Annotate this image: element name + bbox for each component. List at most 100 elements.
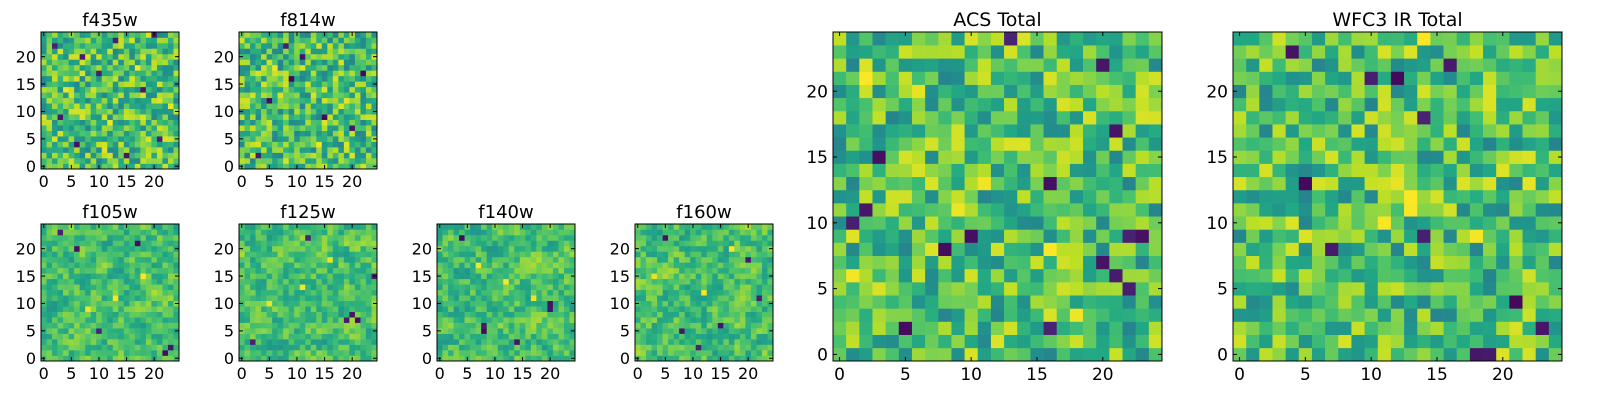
heatmap-cell (541, 350, 548, 356)
x-tick-label: 0 (237, 172, 247, 191)
heatmap-cell (925, 347, 939, 362)
heatmap-cell (107, 306, 114, 312)
x-tick-label: 5 (66, 364, 76, 383)
heatmap-cell (57, 42, 64, 49)
heatmap-cell (327, 125, 334, 131)
heatmap-cell (41, 333, 47, 340)
heatmap-cell (145, 103, 152, 110)
heatmap-cell (925, 308, 939, 322)
heatmap-cell (96, 344, 103, 351)
heatmap-cell (448, 240, 454, 247)
heatmap-cell (1096, 308, 1110, 322)
heatmap-cell (508, 278, 515, 285)
heatmap-cell (750, 245, 757, 252)
heatmap-cell (635, 350, 641, 356)
heatmap-cell (503, 289, 510, 296)
heatmap-cell (52, 339, 58, 345)
heatmap-cell (911, 242, 926, 257)
heatmap-cell (761, 311, 768, 318)
heatmap-cell (990, 163, 1005, 178)
heatmap-cell (552, 339, 559, 345)
heatmap-cell (332, 163, 339, 170)
heatmap-cell (41, 339, 47, 345)
heatmap-cell (530, 256, 537, 263)
heatmap-cell (316, 245, 323, 252)
heatmap-cell (1109, 295, 1123, 309)
heatmap-cell (79, 48, 86, 55)
heatmap-cell (1417, 321, 1431, 335)
heatmap-cell (332, 92, 339, 99)
heatmap-cell (299, 53, 306, 60)
heatmap-cell (459, 311, 465, 318)
heatmap-cell (519, 240, 526, 247)
heatmap-cell (706, 355, 713, 362)
heatmap-cell (442, 355, 449, 362)
heatmap-cell (951, 189, 965, 204)
heatmap-cell (365, 267, 372, 274)
heatmap-cell (497, 339, 504, 345)
heatmap-cell (684, 273, 691, 280)
heatmap-cell (552, 256, 559, 263)
heatmap-cell (118, 284, 125, 291)
heatmap-cell (767, 333, 774, 340)
heatmap-cell (486, 234, 493, 241)
heatmap-cell (96, 267, 103, 274)
heatmap-cell (162, 295, 169, 302)
heatmap-cell (563, 256, 570, 263)
heatmap-cell (321, 262, 328, 269)
heatmap-cell (1522, 163, 1536, 178)
heatmap-cell (1109, 84, 1123, 99)
heatmap-cell (145, 42, 152, 49)
x-tick-label: 15 (314, 172, 334, 191)
heatmap-cell (739, 289, 746, 296)
heatmap-cell (640, 273, 647, 280)
heatmap-cell (134, 333, 141, 340)
heatmap-cell (684, 328, 691, 334)
y-tick-label: 15 (16, 75, 36, 94)
heatmap-cell (750, 322, 757, 329)
heatmap-cell (1443, 216, 1458, 230)
heatmap-cell (536, 289, 543, 296)
heatmap-cell (327, 42, 334, 49)
heatmap-cell (859, 176, 873, 191)
heatmap-cell (118, 333, 125, 340)
heatmap-cell (46, 163, 53, 170)
heatmap-cell (145, 278, 152, 285)
heatmap-cell (938, 150, 952, 164)
heatmap-cell (547, 322, 554, 329)
heatmap-cell (530, 344, 537, 351)
heatmap-cell (343, 163, 350, 170)
heatmap-cell (371, 70, 378, 77)
heatmap-cell (651, 300, 658, 307)
heatmap-cell (459, 306, 465, 312)
heatmap-cell (57, 75, 64, 82)
heatmap-cell (925, 189, 939, 204)
heatmap-cell (635, 317, 641, 323)
heatmap-cell (717, 251, 724, 258)
heatmap-cell (951, 203, 965, 217)
heatmap-cell (951, 150, 965, 164)
heatmap-cell (898, 189, 913, 204)
heatmap-cell (1122, 163, 1136, 178)
heatmap-cell (673, 295, 680, 302)
heatmap-cell (1109, 229, 1123, 243)
heatmap-cell (728, 350, 735, 356)
heatmap-cell (1017, 203, 1031, 217)
heatmap-cell (1469, 229, 1484, 243)
heatmap-cell (327, 158, 334, 164)
heatmap-cell (338, 300, 345, 307)
heatmap-cell (1535, 229, 1550, 243)
heatmap-cell (74, 311, 80, 318)
heatmap-cell (503, 344, 510, 351)
heatmap-cell (964, 84, 979, 99)
heatmap-cell (437, 234, 443, 241)
heatmap-cell (651, 322, 658, 329)
heatmap-cell (635, 322, 641, 329)
heatmap-cell (508, 267, 515, 274)
heatmap-cell (1390, 295, 1405, 309)
heatmap-cell (167, 267, 174, 274)
heatmap-cell (833, 268, 847, 283)
heatmap-cell (349, 147, 356, 153)
heatmap-cell (695, 333, 702, 340)
heatmap-cell (123, 311, 130, 318)
